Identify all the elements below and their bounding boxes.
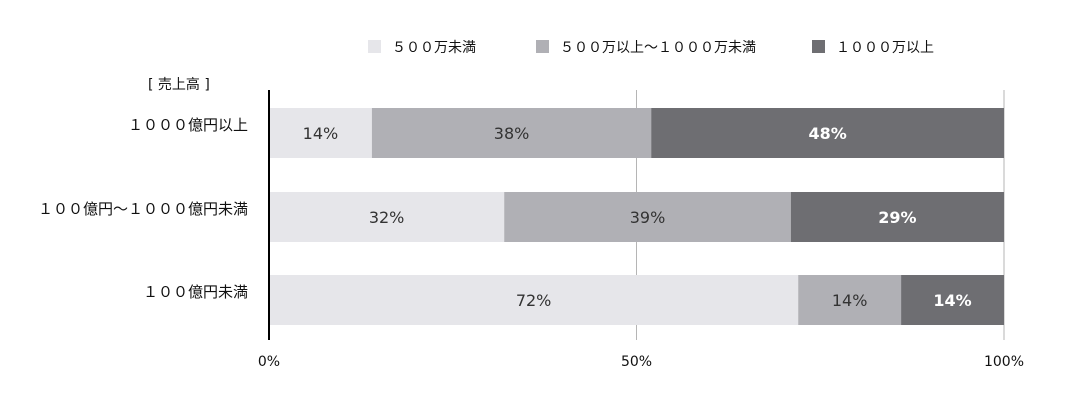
- x-tick-label: 100%: [984, 354, 1024, 370]
- category-label: １０００億円以上: [128, 116, 248, 134]
- data-label: 72%: [516, 291, 552, 310]
- data-label: 32%: [369, 208, 405, 227]
- legend: ５００万未満 ５００万以上～１０００万未満 １０００万以上: [368, 40, 934, 56]
- y-axis-group-title: [ 売上高 ]: [148, 76, 210, 93]
- legend-label: １０００万以上: [836, 40, 934, 56]
- legend-label: ５００万未満: [392, 40, 476, 56]
- category-label: １００億円～１０００億円未満: [38, 200, 248, 218]
- legend-swatch: [536, 40, 549, 53]
- x-tick-label: 0%: [258, 354, 280, 370]
- legend-swatch: [368, 40, 381, 53]
- data-label: 14%: [933, 291, 971, 310]
- bars: 14% 38% 48% 32% 39% 29% 72% 14% 14%: [269, 108, 1004, 325]
- data-label: 38%: [494, 124, 530, 143]
- data-label: 14%: [832, 291, 868, 310]
- x-tick-label: 50%: [621, 354, 652, 370]
- legend-swatch: [812, 40, 825, 53]
- legend-label: ５００万以上～１０００万未満: [560, 40, 756, 56]
- x-axis-ticks: 0% 50% 100%: [258, 354, 1024, 370]
- data-label: 29%: [878, 208, 916, 227]
- data-label: 14%: [303, 124, 339, 143]
- category-label: １００億円未満: [143, 283, 248, 301]
- category-labels: １０００億円以上 １００億円～１０００億円未満 １００億円未満: [38, 116, 248, 301]
- data-label: 39%: [630, 208, 666, 227]
- data-label: 48%: [808, 124, 846, 143]
